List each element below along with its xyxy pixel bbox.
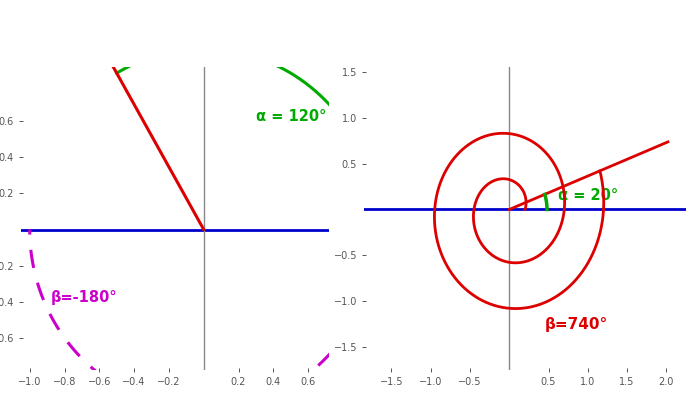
Text: α = 20°: α = 20° [558, 188, 618, 203]
Text: β=740°: β=740° [545, 317, 608, 332]
Text: Example 2: Coterminal Angles: Example 2: Coterminal Angles [115, 17, 585, 45]
Text: α = 120°: α = 120° [256, 109, 326, 124]
Text: β=-180°: β=-180° [50, 290, 117, 305]
